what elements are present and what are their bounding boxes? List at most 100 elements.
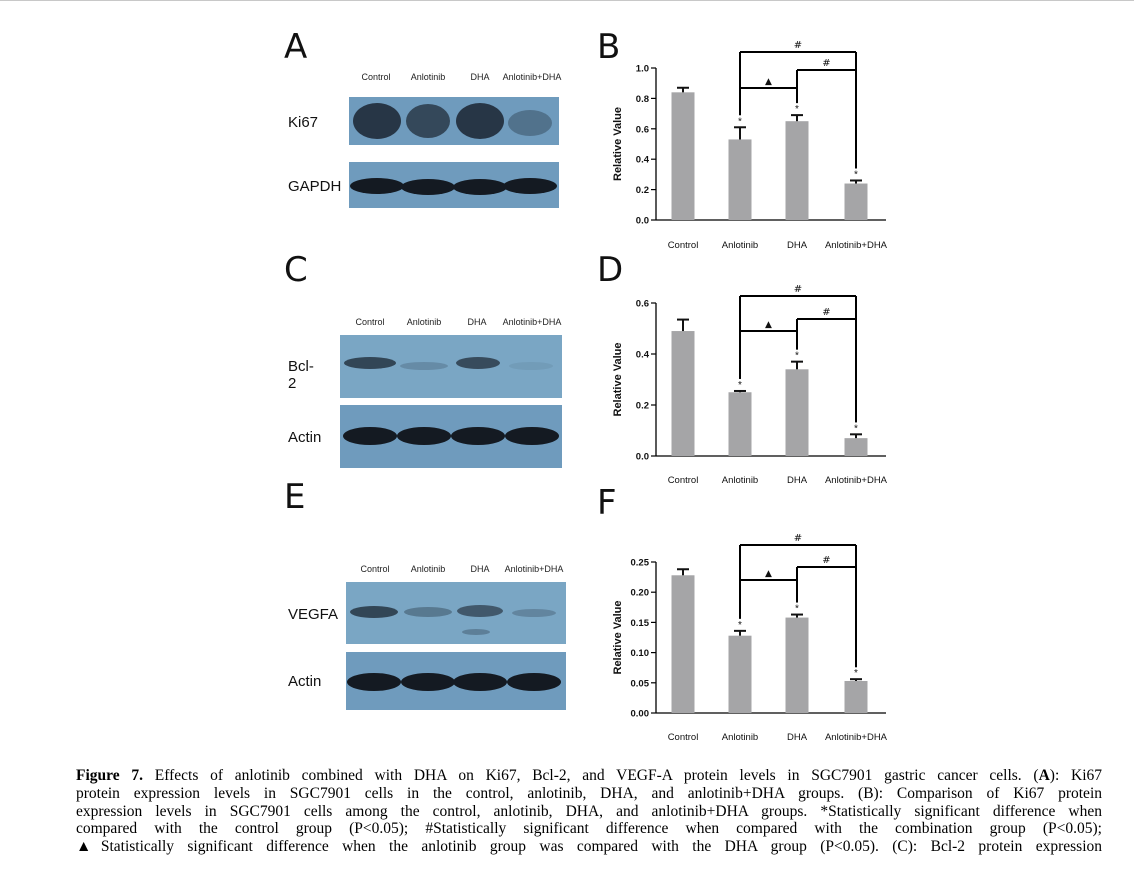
y-tick-label: 0.0 xyxy=(636,452,649,463)
lane-label-anlotinib: Anlotinib xyxy=(410,72,446,82)
y-tick-label: 0.0 xyxy=(636,216,649,227)
bracket-symbol: # xyxy=(794,40,802,51)
page-top-rule xyxy=(0,0,1134,1)
band xyxy=(400,362,448,370)
band xyxy=(462,629,490,635)
y-tick-label: 0.4 xyxy=(636,350,650,361)
band xyxy=(350,606,398,618)
bar xyxy=(785,369,809,456)
bracket-symbol: # xyxy=(822,58,830,69)
significance-star: * xyxy=(854,423,858,434)
caption-text: Effects of anlotinib combined with DHA o… xyxy=(143,767,1039,784)
blot-row-label-actin: Actin xyxy=(288,673,322,690)
lane-label-combination: Anlotinib+DHA xyxy=(502,317,562,327)
category-label: DHA xyxy=(787,475,808,486)
blot-strip-actin xyxy=(340,405,562,468)
bracket-symbol: # xyxy=(822,555,830,566)
blot-row-label-vegfa: VEGFA xyxy=(288,606,339,623)
category-label: DHA xyxy=(787,240,808,251)
blot-strip-gapdh xyxy=(349,162,559,208)
band xyxy=(401,179,455,195)
lane-label-control: Control xyxy=(355,317,385,327)
blot-row-label-actin: Actin xyxy=(288,429,322,446)
lane-label-combination: Anlotinib+DHA xyxy=(504,564,564,574)
band xyxy=(509,362,553,370)
category-label: Anlotinib+DHA xyxy=(825,732,888,743)
category-label: Anlotinib+DHA xyxy=(825,475,888,486)
y-tick-label: 0.2 xyxy=(636,401,649,412)
blot-strip-bcl2 xyxy=(340,335,562,398)
band xyxy=(453,673,507,691)
caption-line-5: ▲Statistically significant difference wh… xyxy=(76,838,1102,856)
bracket-symbol: # xyxy=(822,307,830,318)
bracket-symbol: # xyxy=(794,533,802,544)
band xyxy=(453,179,507,195)
y-tick-label: 0.25 xyxy=(631,558,650,569)
y-axis-label: Relative Value xyxy=(612,343,624,417)
band xyxy=(343,427,397,445)
significance-star: * xyxy=(795,604,799,615)
caption-line-3: expression levels in SGC7901 cells among… xyxy=(76,802,1102,820)
category-label: Anlotinib xyxy=(722,240,758,251)
band xyxy=(406,104,450,138)
bracket-symbol: # xyxy=(794,284,802,295)
category-label: Anlotinib xyxy=(722,732,758,743)
lane-label-dha: DHA xyxy=(470,564,490,574)
category-label: Control xyxy=(668,732,699,743)
lane-label-dha: DHA xyxy=(467,317,487,327)
bar xyxy=(671,92,695,220)
band xyxy=(344,357,396,369)
band xyxy=(401,673,455,691)
bar xyxy=(844,183,868,220)
significance-star: * xyxy=(738,380,742,391)
caption-line-4: compared with the control group (P<0.05)… xyxy=(76,820,1102,838)
panel-label-a: A xyxy=(284,27,308,67)
significance-star: * xyxy=(738,620,742,631)
bracket-symbol: ▲ xyxy=(765,77,772,87)
band xyxy=(503,178,557,194)
significance-star: * xyxy=(854,169,858,180)
bar xyxy=(671,331,695,456)
band xyxy=(457,605,503,617)
bar xyxy=(671,575,695,713)
band xyxy=(353,103,401,139)
blot-row-label-ki67: Ki67 xyxy=(288,114,319,131)
y-axis-label: Relative Value xyxy=(612,601,624,675)
y-tick-label: 0.2 xyxy=(636,185,649,196)
y-tick-label: 0.15 xyxy=(631,618,650,629)
figure-label: Figure 7. xyxy=(76,767,144,784)
lane-label-anlotinib: Anlotinib xyxy=(410,564,446,574)
panel-label-b: B xyxy=(597,27,621,67)
band xyxy=(508,110,552,136)
bar xyxy=(728,635,752,713)
y-tick-label: 0.05 xyxy=(631,678,650,689)
bar xyxy=(844,680,868,713)
band xyxy=(512,609,556,617)
category-label: Anlotinib xyxy=(722,475,758,486)
band xyxy=(451,427,505,445)
panel-label-f: F xyxy=(597,483,617,523)
lane-label-control: Control xyxy=(360,564,390,574)
caption-line-1: Figure 7. Effects of anlotinib combined … xyxy=(76,767,1102,785)
category-label: DHA xyxy=(787,732,808,743)
bar-chart-vegfa: 0.00 0.05 0.10 0.15 0.20 0.25 Relative Value Co… xyxy=(612,533,888,743)
lane-label-anlotinib: Anlotinib xyxy=(406,317,442,327)
bar-chart-ki67: 0.0 0.2 0.4 0.6 0.8 1.0 Relative Value Control *… xyxy=(612,40,888,251)
y-axis-label: Relative Value xyxy=(612,107,624,181)
y-tick-label: 0.00 xyxy=(631,709,650,720)
figure-caption: Figure 7. Effects of anlotinib combined … xyxy=(76,767,1102,856)
y-tick-label: 0.6 xyxy=(636,299,649,310)
caption-line-2: protein expression levels in SGC7901 cel… xyxy=(76,784,1102,802)
bar xyxy=(785,617,809,713)
band xyxy=(507,673,561,691)
lane-label-combination: Anlotinib+DHA xyxy=(502,72,562,82)
bracket-symbol: ▲ xyxy=(765,320,772,330)
category-label: Anlotinib+DHA xyxy=(825,240,888,251)
panel-label-d: D xyxy=(597,250,624,290)
panel-label-c: C xyxy=(284,250,308,290)
blot-strip-vegfa xyxy=(346,582,566,644)
y-tick-label: 0.10 xyxy=(631,648,650,659)
blot-row-label-bcl2: Bcl-2 xyxy=(288,358,314,392)
y-tick-label: 0.8 xyxy=(636,94,649,105)
lane-label-control: Control xyxy=(361,72,391,82)
